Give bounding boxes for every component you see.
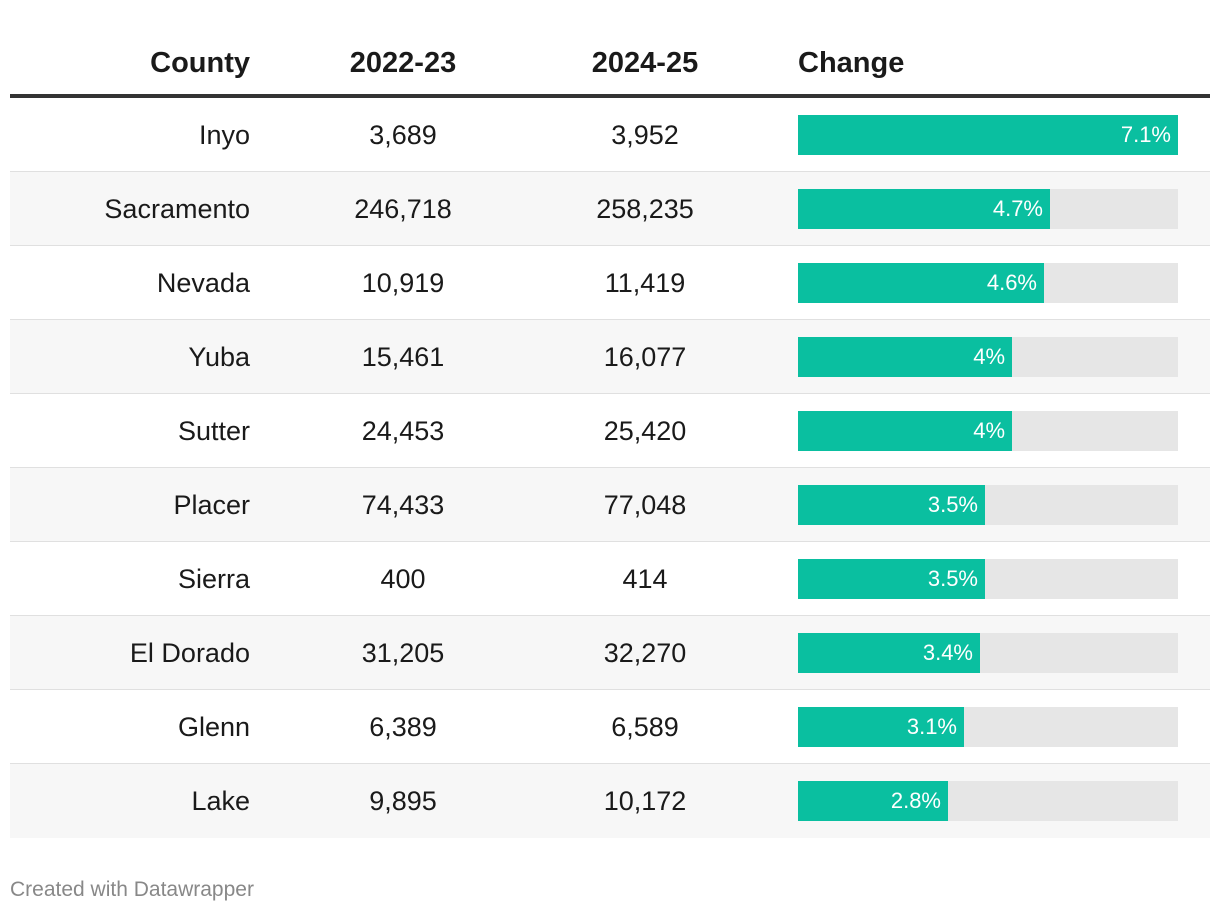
table-row: Sierra 400 414 3.5% (10, 542, 1210, 616)
table-row: Glenn 6,389 6,589 3.1% (10, 690, 1210, 764)
value-2022-23-cell: 6,389 (369, 712, 437, 742)
change-bar-track: 4% (798, 337, 1178, 377)
header-2024-25[interactable]: 2024-25 (591, 47, 699, 79)
table-row: Sacramento 246,718 258,235 4.7% (10, 172, 1210, 246)
county-cell: Lake (191, 786, 250, 816)
value-2024-25-cell: 16,077 (603, 342, 687, 372)
header-change[interactable]: Change (798, 47, 905, 79)
change-bar-track: 4% (798, 411, 1178, 451)
value-2024-25-cell: 25,420 (603, 416, 687, 446)
header-2022-23[interactable]: 2022-23 (349, 47, 457, 79)
table-row: El Dorado 31,205 32,270 3.4% (10, 616, 1210, 690)
change-bar: 4% (798, 411, 1012, 451)
change-bar-track: 2.8% (798, 781, 1178, 821)
county-cell: Sutter (177, 416, 250, 446)
change-bar-label: 7.1% (1120, 122, 1171, 147)
value-2022-23-cell: 246,718 (354, 194, 452, 224)
change-bar-label: 4.7% (992, 196, 1043, 221)
change-bar-track: 7.1% (798, 115, 1178, 155)
change-bar-track: 3.1% (798, 707, 1178, 747)
footer-credit: Created with Datawrapper (10, 878, 254, 901)
value-2024-25-cell: 77,048 (603, 490, 687, 520)
table-row: Yuba 15,461 16,077 4% (10, 320, 1210, 394)
county-cell: Yuba (188, 342, 250, 372)
value-2022-23-cell: 9,895 (369, 786, 437, 816)
change-bar: 3.5% (798, 485, 985, 525)
table-row: Placer 74,433 77,048 3.5% (10, 468, 1210, 542)
change-bar-track: 3.5% (798, 485, 1178, 525)
change-bar: 2.8% (798, 781, 948, 821)
value-2024-25-cell: 414 (622, 564, 668, 594)
data-table: County 2022-23 2024-25 Change Inyo 3,689 3… (10, 28, 1210, 838)
table-row: Nevada 10,919 11,419 4.6% (10, 246, 1210, 320)
header-county[interactable]: County (150, 47, 250, 79)
county-cell: Nevada (156, 268, 250, 298)
value-2024-25-cell: 11,419 (604, 268, 686, 298)
table-row: Inyo 3,689 3,952 7.1% (10, 98, 1210, 172)
value-2024-25-cell: 10,172 (603, 786, 687, 816)
change-bar-track: 3.5% (798, 559, 1178, 599)
value-2022-23-cell: 3,689 (369, 120, 437, 150)
value-2024-25-cell: 3,952 (611, 120, 679, 150)
county-cell: Inyo (198, 120, 250, 150)
county-cell: Placer (173, 490, 250, 520)
table-row: Sutter 24,453 25,420 4% (10, 394, 1210, 468)
value-2022-23-cell: 31,205 (361, 638, 445, 668)
table-row: Lake 9,895 10,172 2.8% (10, 764, 1210, 838)
change-bar-label: 4.6% (986, 270, 1037, 295)
table-header: County 2022-23 2024-25 Change (10, 28, 1210, 98)
change-bar-track: 4.7% (798, 189, 1178, 229)
value-2024-25-cell: 6,589 (611, 712, 679, 742)
value-2022-23-cell: 15,461 (361, 342, 445, 372)
county-cell: Glenn (177, 712, 250, 742)
change-bar: 4.7% (798, 189, 1050, 229)
change-bar-label: 3.1% (906, 714, 957, 739)
change-bar-track: 4.6% (798, 263, 1178, 303)
change-bar-label: 4% (973, 418, 1005, 443)
change-bar: 4.6% (798, 263, 1044, 303)
value-2022-23-cell: 400 (380, 564, 426, 594)
change-bar-label: 3.5% (927, 566, 978, 591)
change-bar: 3.1% (798, 707, 964, 747)
value-2024-25-cell: 32,270 (603, 638, 687, 668)
county-cell: Sacramento (104, 194, 250, 224)
change-bar-label: 3.5% (927, 492, 978, 517)
value-2022-23-cell: 74,433 (361, 490, 445, 520)
value-2024-25-cell: 258,235 (596, 194, 694, 224)
change-bar: 3.5% (798, 559, 985, 599)
table-body: Inyo 3,689 3,952 7.1% Sacramento 246,718 258,2… (10, 98, 1210, 838)
value-2022-23-cell: 10,919 (361, 268, 445, 298)
change-bar-track: 3.4% (798, 633, 1178, 673)
change-bar-label: 2.8% (890, 788, 941, 813)
county-cell: Sierra (177, 564, 250, 594)
value-2022-23-cell: 24,453 (361, 416, 445, 446)
county-cell: El Dorado (129, 638, 250, 668)
change-bar: 4% (798, 337, 1012, 377)
change-bar-label: 4% (973, 344, 1005, 369)
change-bar: 7.1% (798, 115, 1178, 155)
change-bar: 3.4% (798, 633, 980, 673)
change-bar-label: 3.4% (922, 640, 973, 665)
